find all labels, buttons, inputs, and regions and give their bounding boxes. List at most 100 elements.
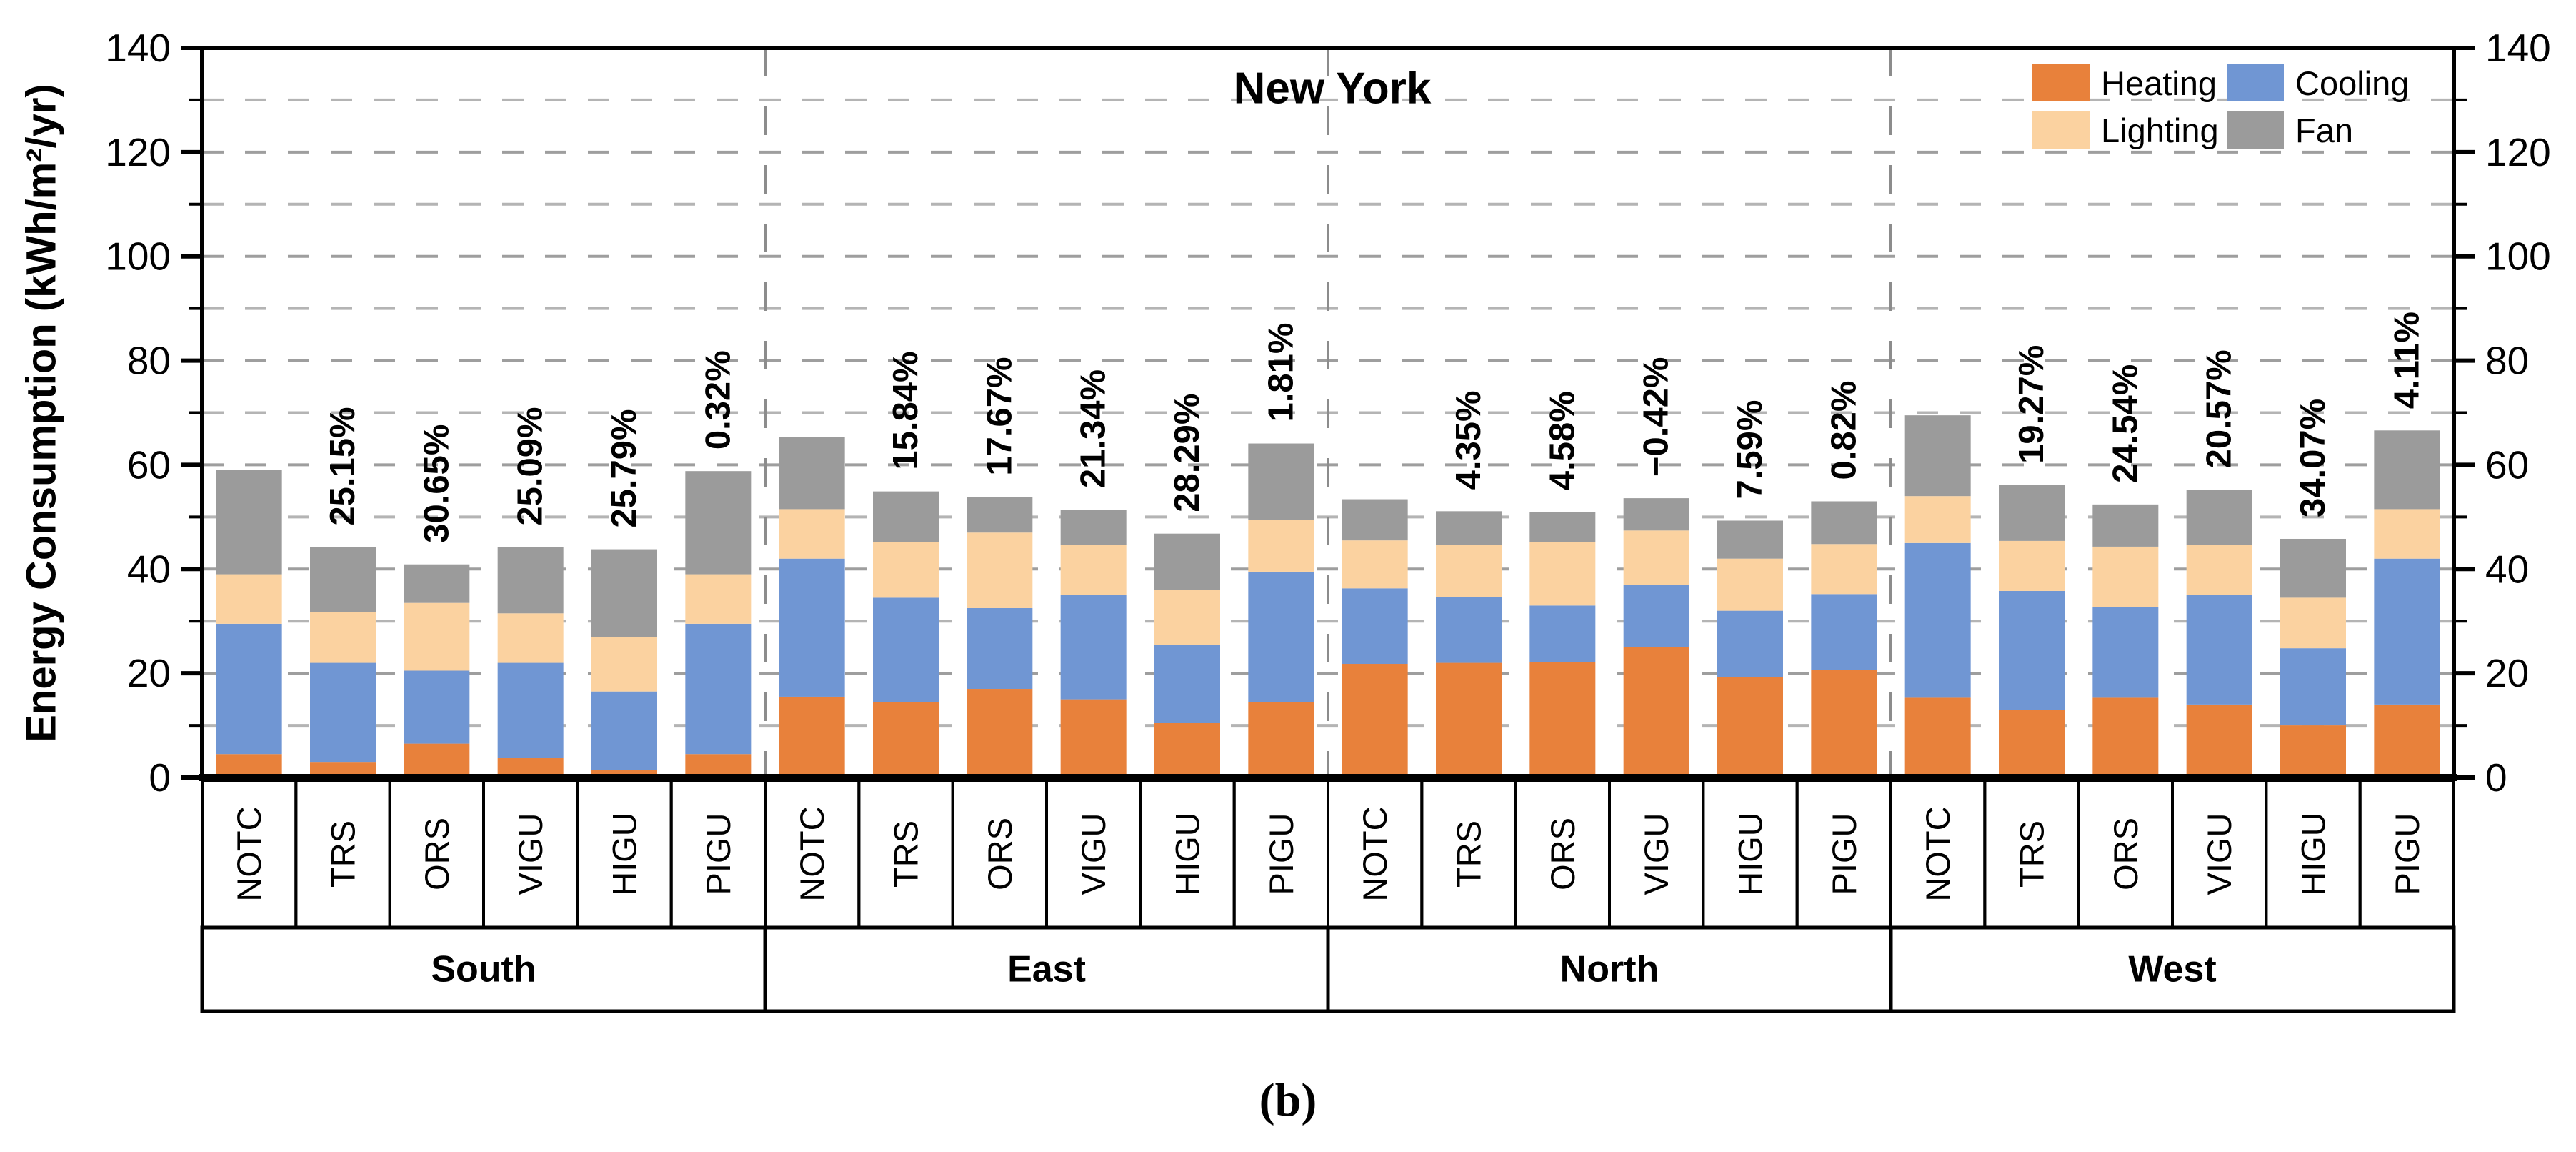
- group-cell-label: East: [1007, 949, 1086, 990]
- bar-segment-cooling: [1436, 597, 1502, 663]
- category-cell-label: TRS: [2013, 820, 2051, 888]
- cooling-swatch-icon: [2227, 64, 2284, 101]
- bar-segment-cooling: [2374, 558, 2440, 705]
- legend-item-lighting: Lighting: [2032, 110, 2227, 150]
- bar-segment-lighting: [685, 574, 752, 624]
- y-tick-label-right: 140: [2485, 26, 2551, 70]
- percent-label: 0.82%: [1824, 381, 1863, 480]
- lighting-swatch-icon: [2032, 111, 2090, 149]
- bar-segment-cooling: [591, 691, 657, 770]
- bar-segment-fan: [1342, 499, 1408, 541]
- bar-segment-cooling: [1248, 571, 1314, 702]
- bar-segment-cooling: [1999, 590, 2065, 710]
- chart-title: New York: [1233, 64, 1432, 114]
- bar-segment-fan: [2280, 538, 2346, 598]
- bar-segment-lighting: [497, 613, 564, 663]
- category-cell-label: VIGU: [1074, 813, 1112, 895]
- bar-segment-cooling: [779, 558, 845, 697]
- bar-segment-heating: [779, 696, 845, 778]
- bar-segment-fan: [2374, 430, 2440, 510]
- bar-segment-lighting: [967, 532, 1033, 608]
- bar-segment-heating: [1717, 677, 1783, 778]
- bar-segment-fan: [591, 549, 657, 637]
- bar-segment-fan: [310, 547, 376, 612]
- bar-segment-cooling: [2280, 648, 2346, 726]
- bar-segment-fan: [873, 491, 939, 542]
- category-cell-label: VIGU: [1637, 813, 1675, 895]
- category-cell-label: VIGU: [2200, 813, 2238, 895]
- bar-segment-lighting: [873, 542, 939, 598]
- bar-segment-cooling: [2092, 607, 2159, 698]
- legend-item-cooling: Cooling: [2227, 63, 2409, 103]
- percent-label: 25.15%: [324, 407, 362, 525]
- bar-segment-lighting: [591, 637, 657, 692]
- bar-segment-heating: [2280, 725, 2346, 778]
- bar-segment-fan: [967, 497, 1033, 533]
- percent-label: 4.58%: [1543, 391, 1582, 490]
- y-tick-label-left: 0: [149, 755, 171, 800]
- bar-segment-heating: [873, 702, 939, 778]
- bar-segment-fan: [1154, 533, 1220, 590]
- bar-segment-cooling: [404, 670, 470, 744]
- bar-segment-cooling: [1529, 605, 1596, 662]
- bar-segment-heating: [404, 743, 470, 778]
- category-cell-label: PIGU: [1262, 813, 1300, 895]
- bar-segment-cooling: [873, 597, 939, 702]
- bar-segment-fan: [216, 470, 282, 575]
- fan-swatch-icon: [2227, 111, 2284, 149]
- bar-segment-heating: [1999, 710, 2065, 778]
- bar-segment-heating: [1342, 664, 1408, 778]
- percent-label: 0.32%: [699, 350, 737, 450]
- category-cell-label: NOTC: [1356, 806, 1394, 901]
- bar-segment-lighting: [310, 612, 376, 663]
- bar-segment-lighting: [1623, 530, 1689, 585]
- bar-segment-lighting: [1811, 544, 1877, 595]
- legend-label: Cooling: [2295, 64, 2410, 102]
- y-tick-label-left: 40: [127, 547, 171, 591]
- percent-label: 4.11%: [2387, 312, 2426, 409]
- bar-segment-lighting: [2280, 597, 2346, 649]
- y-tick-label-left: 60: [127, 442, 171, 487]
- bar-segment-fan: [779, 437, 845, 510]
- percent-label: 4.35%: [1449, 390, 1488, 490]
- bar-segment-heating: [1154, 723, 1220, 778]
- y-tick-label-right: 80: [2485, 339, 2529, 383]
- bar-segment-cooling: [1717, 610, 1783, 677]
- y-tick-label-right: 40: [2485, 547, 2529, 591]
- percent-label: 20.57%: [2200, 349, 2239, 468]
- y-tick-label-left: 100: [105, 234, 171, 279]
- y-tick-label-left: 140: [105, 26, 171, 70]
- group-cell-label: North: [1560, 949, 1659, 990]
- bar-segment-lighting: [2092, 546, 2159, 607]
- bar-segment-fan: [404, 564, 470, 603]
- category-cell-label: ORS: [1544, 818, 1582, 890]
- percent-label: −0.42%: [1637, 357, 1676, 477]
- percent-label: 7.59%: [1731, 400, 1769, 500]
- bar-segment-cooling: [497, 662, 564, 759]
- bar-segment-lighting: [1342, 540, 1408, 589]
- y-tick-label-left: 20: [127, 651, 171, 695]
- legend-item-heating: Heating: [2032, 63, 2227, 103]
- legend-label: Lighting: [2101, 111, 2219, 149]
- bar-segment-lighting: [1248, 520, 1314, 572]
- category-cell-label: ORS: [2107, 818, 2145, 890]
- bar-segment-lighting: [1999, 540, 2065, 591]
- bar-segment-heating: [591, 770, 657, 778]
- percent-label: 30.65%: [417, 424, 456, 543]
- group-cell-label: West: [2128, 949, 2216, 990]
- bar-segment-cooling: [1060, 595, 1127, 700]
- percent-label: 25.79%: [605, 409, 644, 527]
- legend-label: Heating: [2101, 64, 2217, 102]
- bar-segment-heating: [310, 762, 376, 778]
- y-tick-label-right: 100: [2485, 234, 2551, 279]
- heating-swatch-icon: [2032, 64, 2090, 101]
- bar-segment-cooling: [2186, 595, 2252, 705]
- percent-label: 15.84%: [887, 351, 925, 470]
- bar-segment-fan: [1060, 510, 1127, 545]
- bar-segment-lighting: [1717, 558, 1783, 611]
- bar-segment-heating: [1529, 662, 1596, 778]
- y-tick-label-right: 20: [2485, 651, 2529, 695]
- bar-segment-fan: [1904, 415, 1971, 497]
- category-cell-label: VIGU: [511, 813, 549, 895]
